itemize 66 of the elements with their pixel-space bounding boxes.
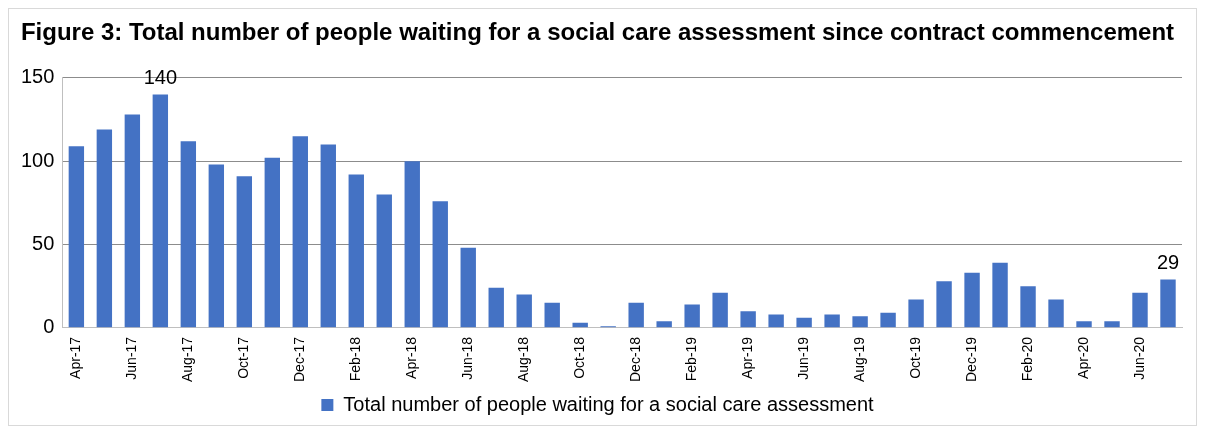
x-tick-label: Dec-18 (627, 336, 644, 382)
x-tick-label: Aug-18 (515, 336, 532, 383)
x-tick-label: Apr-19 (739, 336, 755, 379)
x-tick-label: Apr-17 (67, 336, 84, 379)
y-tick-label: 150 (20, 65, 55, 88)
bar (740, 311, 756, 328)
x-tick-label: Oct-17 (235, 336, 252, 379)
bar (180, 141, 197, 328)
y-tick-label: 50 (32, 232, 55, 255)
x-tick-label: Jun-20 (1130, 336, 1147, 380)
bar (880, 312, 896, 328)
bar (376, 194, 392, 328)
x-tick-label: Oct-18 (571, 336, 588, 379)
bar (236, 176, 253, 328)
bar (404, 161, 420, 328)
x-tick-label: Aug-17 (179, 336, 196, 383)
bar (208, 164, 225, 328)
y-tick-label: 100 (20, 148, 55, 171)
bar (824, 314, 840, 328)
bar (264, 157, 280, 328)
bar (1048, 299, 1064, 328)
bar (152, 94, 169, 328)
bar (712, 292, 728, 328)
x-tick-label: Feb-20 (1018, 336, 1035, 382)
x-tick-label: Aug-19 (850, 336, 867, 383)
x-tick-label: Feb-19 (683, 336, 700, 382)
x-tick-label: Feb-18 (347, 336, 364, 382)
bar (936, 281, 952, 328)
x-tick-label: Jun-18 (459, 336, 476, 380)
bar (684, 304, 700, 328)
x-tick-label: Apr-20 (1074, 336, 1091, 379)
bar (992, 262, 1008, 328)
bar (768, 314, 784, 328)
bar (852, 316, 868, 328)
bar (320, 144, 336, 328)
data-label: 140 (143, 65, 178, 88)
bar (1076, 321, 1092, 328)
bar (432, 201, 448, 328)
x-tick-label: Dec-19 (962, 336, 979, 382)
x-tick-label: Oct-19 (906, 336, 923, 379)
x-tick-label: Jun-17 (123, 336, 140, 380)
bar (488, 287, 504, 328)
bar (460, 247, 476, 328)
data-label: 29 (1156, 251, 1180, 274)
bar (292, 136, 308, 328)
bar (1104, 321, 1120, 328)
bar (544, 302, 560, 328)
bar (516, 294, 532, 328)
bar (796, 317, 812, 328)
legend-label: Total number of people waiting for a social care assessment (343, 392, 875, 415)
bar (1020, 286, 1036, 328)
bar (1132, 292, 1148, 328)
bar (96, 129, 113, 328)
bar (908, 299, 924, 328)
y-tick-label: 0 (43, 315, 55, 338)
bar (1160, 279, 1176, 328)
bar (348, 174, 364, 328)
bar (964, 272, 980, 328)
bar (628, 302, 644, 328)
bar (68, 146, 85, 328)
x-tick-label: Jun-19 (794, 336, 811, 380)
x-tick-label: Apr-18 (403, 336, 420, 379)
bar (124, 114, 141, 328)
bar (656, 321, 672, 328)
x-tick-label: Dec-17 (291, 336, 308, 382)
chart-title: Figure 3: Total number of people waiting for a social care assessment since contract commencement (20, 18, 1175, 46)
